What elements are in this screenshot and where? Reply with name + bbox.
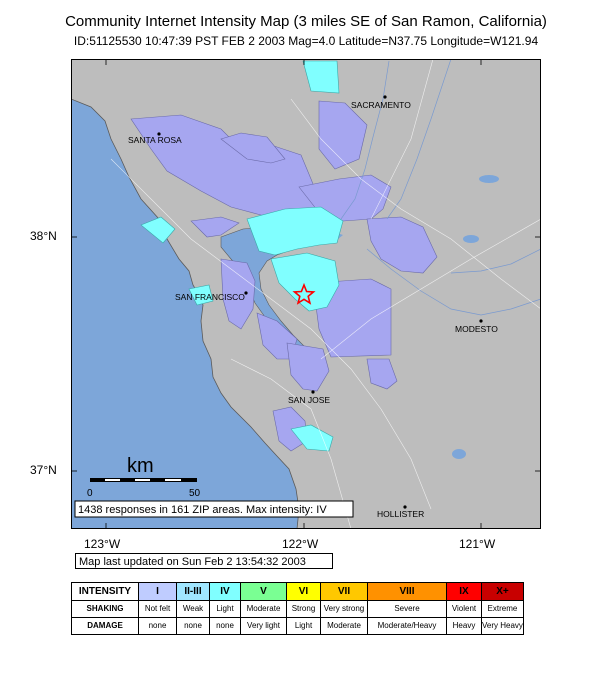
legend-damage: none (138, 617, 177, 635)
city-label: SANTA ROSA (128, 135, 182, 145)
legend-shaking: Severe (367, 600, 447, 618)
city-dot (311, 390, 315, 394)
event-details: ID:51125530 10:47:39 PST FEB 2 2003 Mag=… (73, 34, 539, 48)
intensity-region (312, 278, 392, 358)
city-dot (479, 319, 483, 323)
city-dot (244, 291, 248, 295)
star-icon (292, 282, 316, 305)
scale-min: 0 (87, 488, 93, 499)
legend-shaking: Weak (176, 600, 210, 618)
legend-shaking: Extreme (481, 600, 524, 618)
legend-damage: none (209, 617, 241, 635)
last-updated: Map last updated on Sun Feb 2 13:54:32 2… (75, 553, 333, 569)
legend-shaking: Not felt (138, 600, 177, 618)
intensity-map: SACRAMENTO SANTA ROSA SAN FRANCISCO MODE… (71, 59, 541, 529)
legend-shaking: Moderate (240, 600, 287, 618)
intensity-region (188, 284, 214, 306)
lon-label: 121°W (459, 537, 496, 551)
legend-shaking: Very strong (320, 600, 368, 618)
lat-label: 38°N (30, 229, 57, 243)
intensity-region (270, 252, 340, 312)
legend-damage: Moderate/Heavy (367, 617, 447, 635)
intensity-region (190, 216, 240, 238)
city-label: SAN FRANCISCO (175, 292, 245, 302)
legend-damage: Very Heavy (481, 617, 524, 635)
legend-intensity: IV (209, 582, 241, 601)
legend-shaking-label: SHAKING (71, 600, 139, 618)
intensity-region (290, 424, 334, 452)
legend-shaking: Strong (286, 600, 321, 618)
intensity-region (246, 206, 344, 256)
intensity-region (366, 358, 398, 390)
legend-damage: Very light (240, 617, 287, 635)
city-dot (383, 95, 387, 99)
legend-shaking: Light (209, 600, 241, 618)
intensity-region (220, 258, 256, 330)
lat-label: 37°N (30, 463, 57, 477)
legend-intensity: II-III (176, 582, 210, 601)
scale-max: 50 (189, 488, 201, 499)
city-label: MODESTO (455, 324, 498, 334)
legend-intensity: VI (286, 582, 321, 601)
city-dot (403, 505, 407, 509)
legend-intensity: IX (446, 582, 482, 601)
legend-damage: none (176, 617, 210, 635)
lon-label: 122°W (282, 537, 319, 551)
intensity-region (366, 216, 438, 274)
intensity-region (220, 132, 286, 164)
intensity-region (302, 60, 340, 94)
intensity-legend: INTENSITY I II-III IV V VI VII VIII IX X… (71, 582, 524, 635)
intensity-region (140, 216, 176, 244)
legend-intensity: V (240, 582, 287, 601)
legend-intensity-label: INTENSITY (71, 582, 139, 601)
response-stats: 1438 responses in 161 ZIP areas. Max int… (78, 504, 327, 516)
city-dot (157, 132, 161, 136)
intensity-region (286, 342, 330, 392)
city-label: HOLLISTER (377, 509, 424, 519)
city-label: SAN JOSE (288, 395, 330, 405)
map-title: Community Internet Intensity Map (3 mile… (65, 13, 547, 30)
legend-intensity: VIII (367, 582, 447, 601)
city-label: SACRAMENTO (351, 100, 411, 110)
legend-damage: Heavy (446, 617, 482, 635)
legend-damage-label: DAMAGE (71, 617, 139, 635)
legend-intensity: VII (320, 582, 368, 601)
legend-damage: Light (286, 617, 321, 635)
legend-shaking: Violent (446, 600, 482, 618)
scale-bar: km 0 50 (87, 455, 201, 499)
legend-damage: Moderate (320, 617, 368, 635)
lon-label: 123°W (84, 537, 121, 551)
legend-intensity: I (138, 582, 177, 601)
legend-intensity: X+ (481, 582, 524, 601)
scale-unit: km (127, 455, 154, 477)
intensity-region (318, 100, 368, 170)
